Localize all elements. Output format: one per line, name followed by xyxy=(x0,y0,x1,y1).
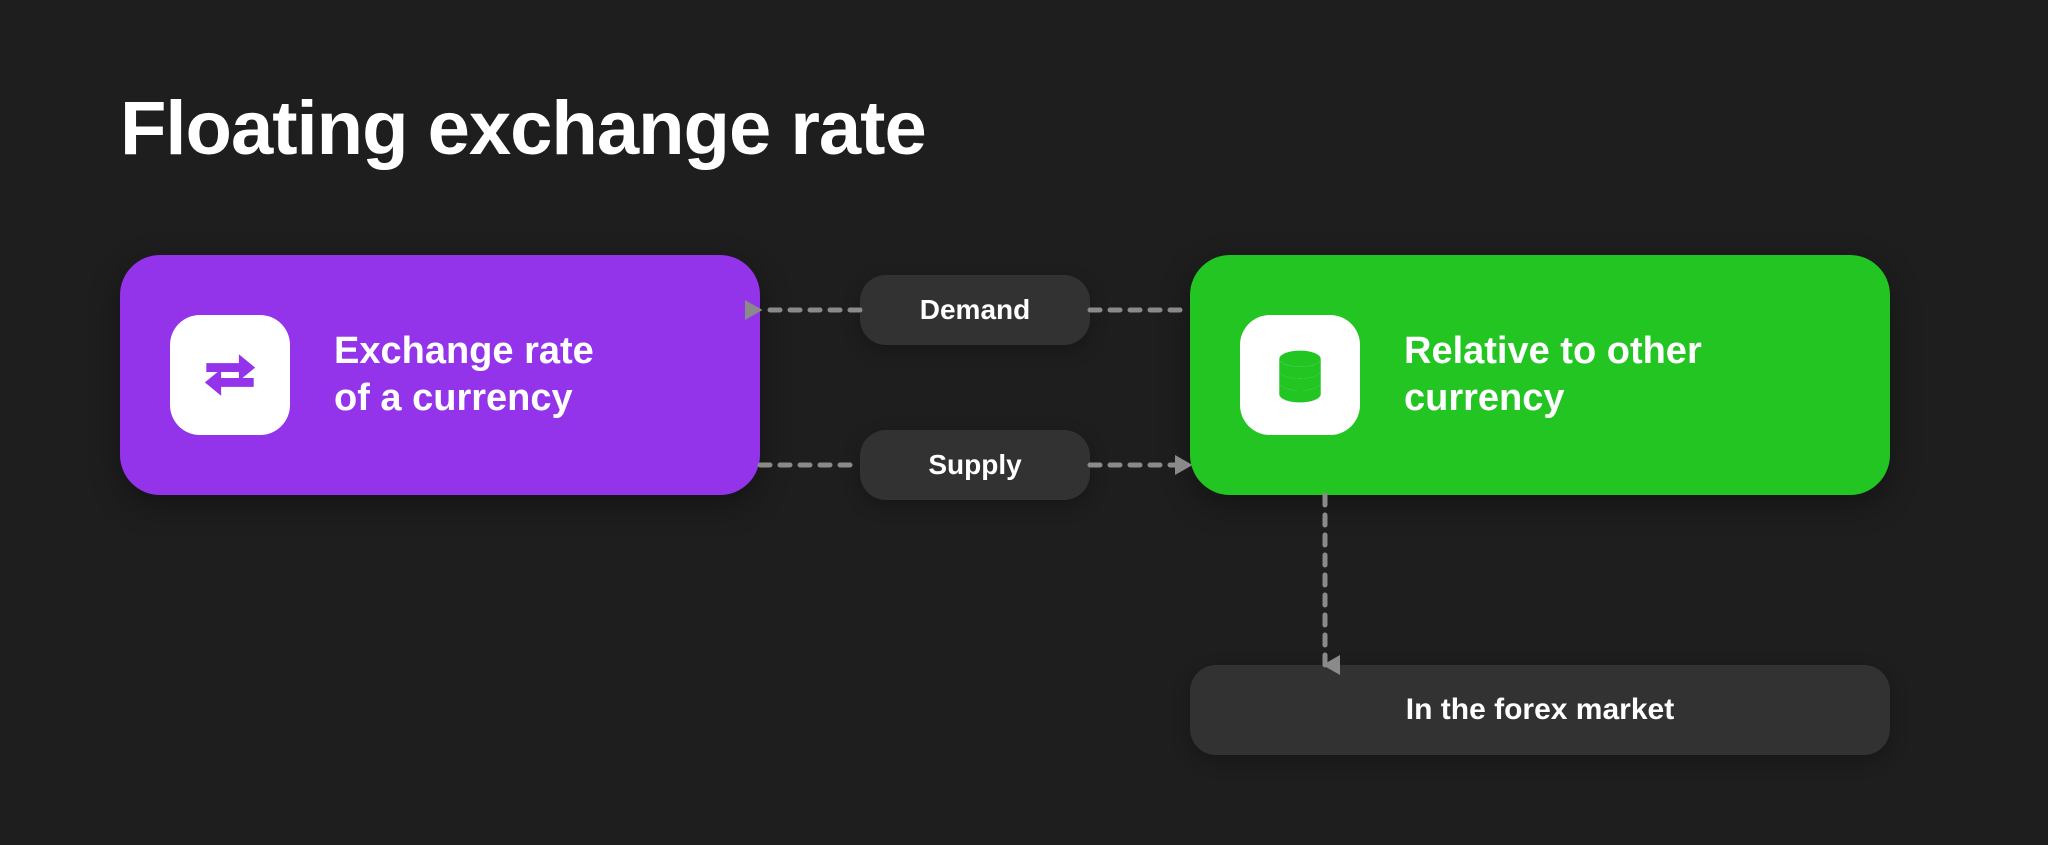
connectors xyxy=(0,0,2048,845)
